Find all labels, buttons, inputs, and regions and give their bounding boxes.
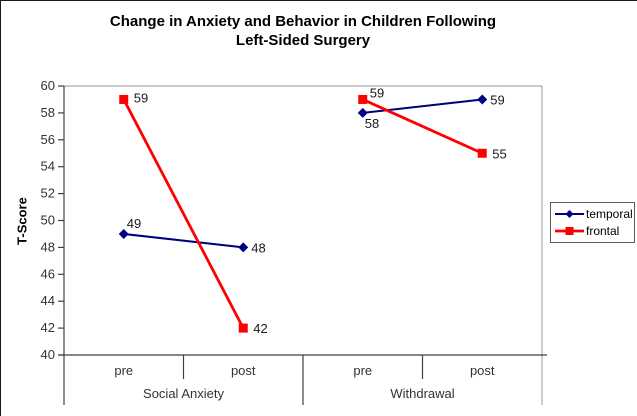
legend-label: frontal (586, 224, 620, 238)
series-temporal-marker (477, 94, 488, 105)
series-frontal-line (122, 98, 245, 329)
series-frontal-marker (358, 94, 368, 104)
legend-item-frontal: frontal (554, 223, 634, 240)
series-frontal-marker (477, 148, 487, 158)
series-temporal-marker (118, 228, 129, 239)
category-label: pre (353, 363, 372, 378)
legend-marker-square-icon (555, 227, 584, 235)
group-label: Social Anxiety (143, 386, 224, 401)
chart-title-line1: Change in Anxiety and Behavior in Childr… (109, 13, 497, 30)
y-tick-label: 56 (41, 132, 55, 147)
legend-label: temporal (586, 207, 633, 221)
category-label: post (231, 363, 256, 378)
legend-item-temporal: temporal (554, 206, 634, 223)
y-tick-label: 60 (41, 78, 55, 93)
series-temporal-marker (238, 242, 249, 253)
legend: temporal frontal (550, 202, 635, 243)
y-tick-label: 42 (41, 320, 55, 335)
series-temporal-line (362, 98, 483, 114)
y-tick-label: 44 (41, 293, 55, 308)
data-label: 59 (134, 90, 148, 105)
chart-title-line2: Left-Sided Surgery (235, 32, 371, 49)
series-temporal-marker (357, 107, 368, 118)
data-label: 58 (365, 116, 379, 131)
y-tick-label: 40 (41, 347, 55, 362)
series-frontal-marker (238, 323, 248, 333)
chart-title: Change in Anxiety and Behavior in Childr… (1, 12, 605, 50)
y-tick-label: 52 (41, 186, 55, 201)
data-label: 59 (370, 85, 384, 100)
data-label: 48 (251, 240, 265, 255)
series-frontal-line (362, 98, 483, 155)
data-label: 59 (490, 92, 504, 107)
y-tick-label: 58 (41, 105, 55, 120)
group-label: Withdrawal (390, 386, 454, 401)
data-label: 55 (492, 146, 506, 161)
data-label: 49 (127, 216, 141, 231)
y-tick-label: 48 (41, 239, 55, 254)
category-label: post (470, 363, 495, 378)
legend-marker-diamond-icon (555, 210, 584, 218)
series-frontal-marker (119, 94, 129, 104)
category-label: pre (114, 363, 133, 378)
data-label: 42 (253, 321, 267, 336)
y-tick-label: 50 (41, 213, 55, 228)
y-tick-label: 54 (41, 159, 55, 174)
y-tick-label: 46 (41, 266, 55, 281)
series-temporal-line (123, 232, 244, 249)
